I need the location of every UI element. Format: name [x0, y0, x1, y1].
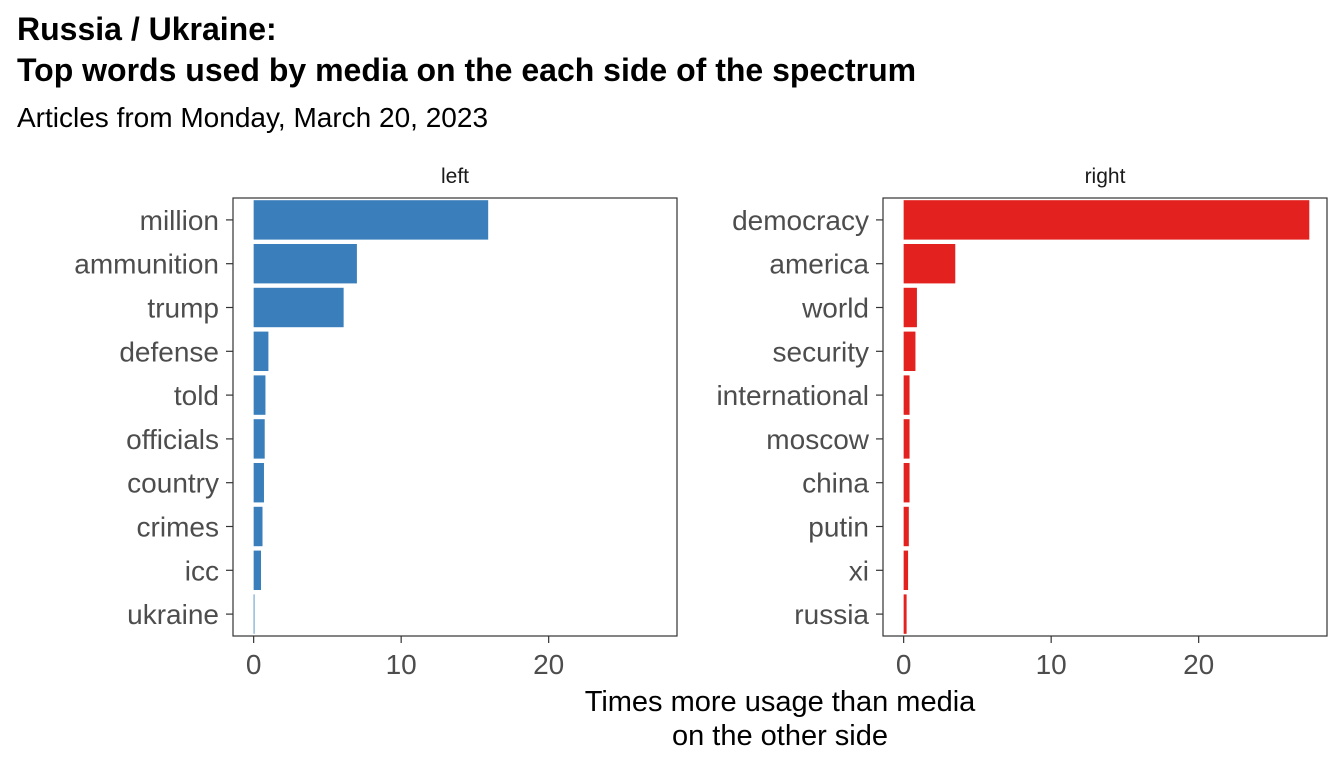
bar-right-russia	[903, 594, 907, 634]
category-label-left-trump: trump	[147, 293, 219, 324]
panel-right: right democracy america world security intern…	[716, 165, 1328, 680]
x-axis-label-line-2: on the other side	[672, 720, 888, 752]
bar-left-ammunition	[253, 243, 357, 284]
x-axis-label-line-1: Times more usage than media	[585, 686, 976, 718]
category-label-left-ukraine: ukraine	[127, 599, 219, 630]
x-tick-label-right-20: 20	[1183, 649, 1214, 680]
bar-left-crimes	[253, 506, 263, 547]
panel-label-left: left	[441, 165, 469, 188]
bar-left-icc	[253, 550, 262, 591]
panel-border-right	[882, 197, 1328, 637]
bar-left-country	[253, 462, 264, 503]
category-label-left-million: million	[140, 205, 219, 236]
x-tick-label-left-0: 0	[246, 649, 262, 680]
bar-right-putin	[903, 506, 909, 547]
category-label-right-russia: russia	[794, 599, 869, 630]
category-label-left-crimes: crimes	[137, 512, 219, 543]
bar-right-moscow	[903, 419, 910, 459]
panel-label-right: right	[1085, 165, 1126, 188]
category-label-right-security: security	[773, 336, 869, 367]
category-label-right-democracy: democracy	[732, 205, 869, 236]
chart-panels: left million ammunition trump defense told off…	[74, 165, 1328, 680]
bar-right-international	[903, 375, 910, 415]
bar-right-xi	[903, 550, 909, 591]
x-tick-label-right-10: 10	[1036, 649, 1067, 680]
chart-title-line-2: Top words used by media on the each side…	[17, 52, 916, 88]
bar-right-democracy	[903, 200, 1310, 240]
bar-right-security	[903, 331, 916, 372]
bar-left-officials	[253, 419, 265, 459]
category-label-right-america: america	[769, 249, 869, 280]
bar-left-million	[253, 200, 489, 240]
bar-left-defense	[253, 331, 269, 372]
category-label-right-moscow: moscow	[766, 424, 869, 455]
category-label-left-country: country	[127, 468, 219, 499]
bar-left-ukraine	[253, 594, 255, 634]
bar-right-world	[903, 287, 917, 328]
category-label-right-china: china	[802, 468, 869, 499]
category-label-left-told: told	[174, 380, 219, 411]
category-label-right-international: international	[716, 380, 869, 411]
category-label-right-world: world	[801, 293, 869, 324]
panel-border-left	[232, 197, 678, 637]
category-label-right-xi: xi	[849, 555, 869, 586]
x-tick-label-left-20: 20	[533, 649, 564, 680]
chart-title-line-1: Russia / Ukraine:	[17, 11, 277, 47]
panel-left: left million ammunition trump defense told off…	[74, 165, 678, 680]
x-tick-label-right-0: 0	[896, 649, 912, 680]
bar-right-china	[903, 462, 910, 503]
bar-left-told	[253, 375, 266, 415]
category-label-left-officials: officials	[126, 424, 219, 455]
chart-subtitle: Articles from Monday, March 20, 2023	[17, 102, 488, 133]
category-label-left-ammunition: ammunition	[74, 249, 219, 280]
category-label-left-icc: icc	[185, 555, 219, 586]
bar-left-trump	[253, 287, 344, 328]
category-label-right-putin: putin	[808, 512, 869, 543]
bar-right-america	[903, 243, 956, 284]
category-label-left-defense: defense	[119, 336, 219, 367]
x-tick-label-left-10: 10	[386, 649, 417, 680]
